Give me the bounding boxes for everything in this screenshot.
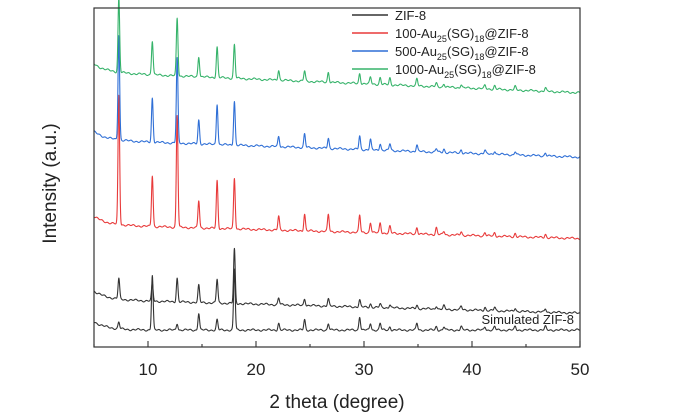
annotations: Simulated ZIF-8 (482, 312, 574, 327)
simulated-zif8-label: Simulated ZIF-8 (482, 312, 574, 327)
y-axis-title: Intensity (a.u.) (40, 123, 61, 243)
xrd-chart: 10 20 30 40 50 2 theta (degree) Intensity (a… (0, 0, 685, 416)
legend-label-1: ZIF-8 (395, 8, 426, 23)
x-tick-label: 20 (247, 360, 266, 379)
chart-background (0, 0, 685, 416)
x-axis-title: 2 theta (degree) (269, 392, 404, 413)
x-tick-label: 30 (355, 360, 374, 379)
x-tick-label: 10 (139, 360, 158, 379)
x-tick-label: 50 (571, 360, 590, 379)
x-tick-label: 40 (463, 360, 482, 379)
